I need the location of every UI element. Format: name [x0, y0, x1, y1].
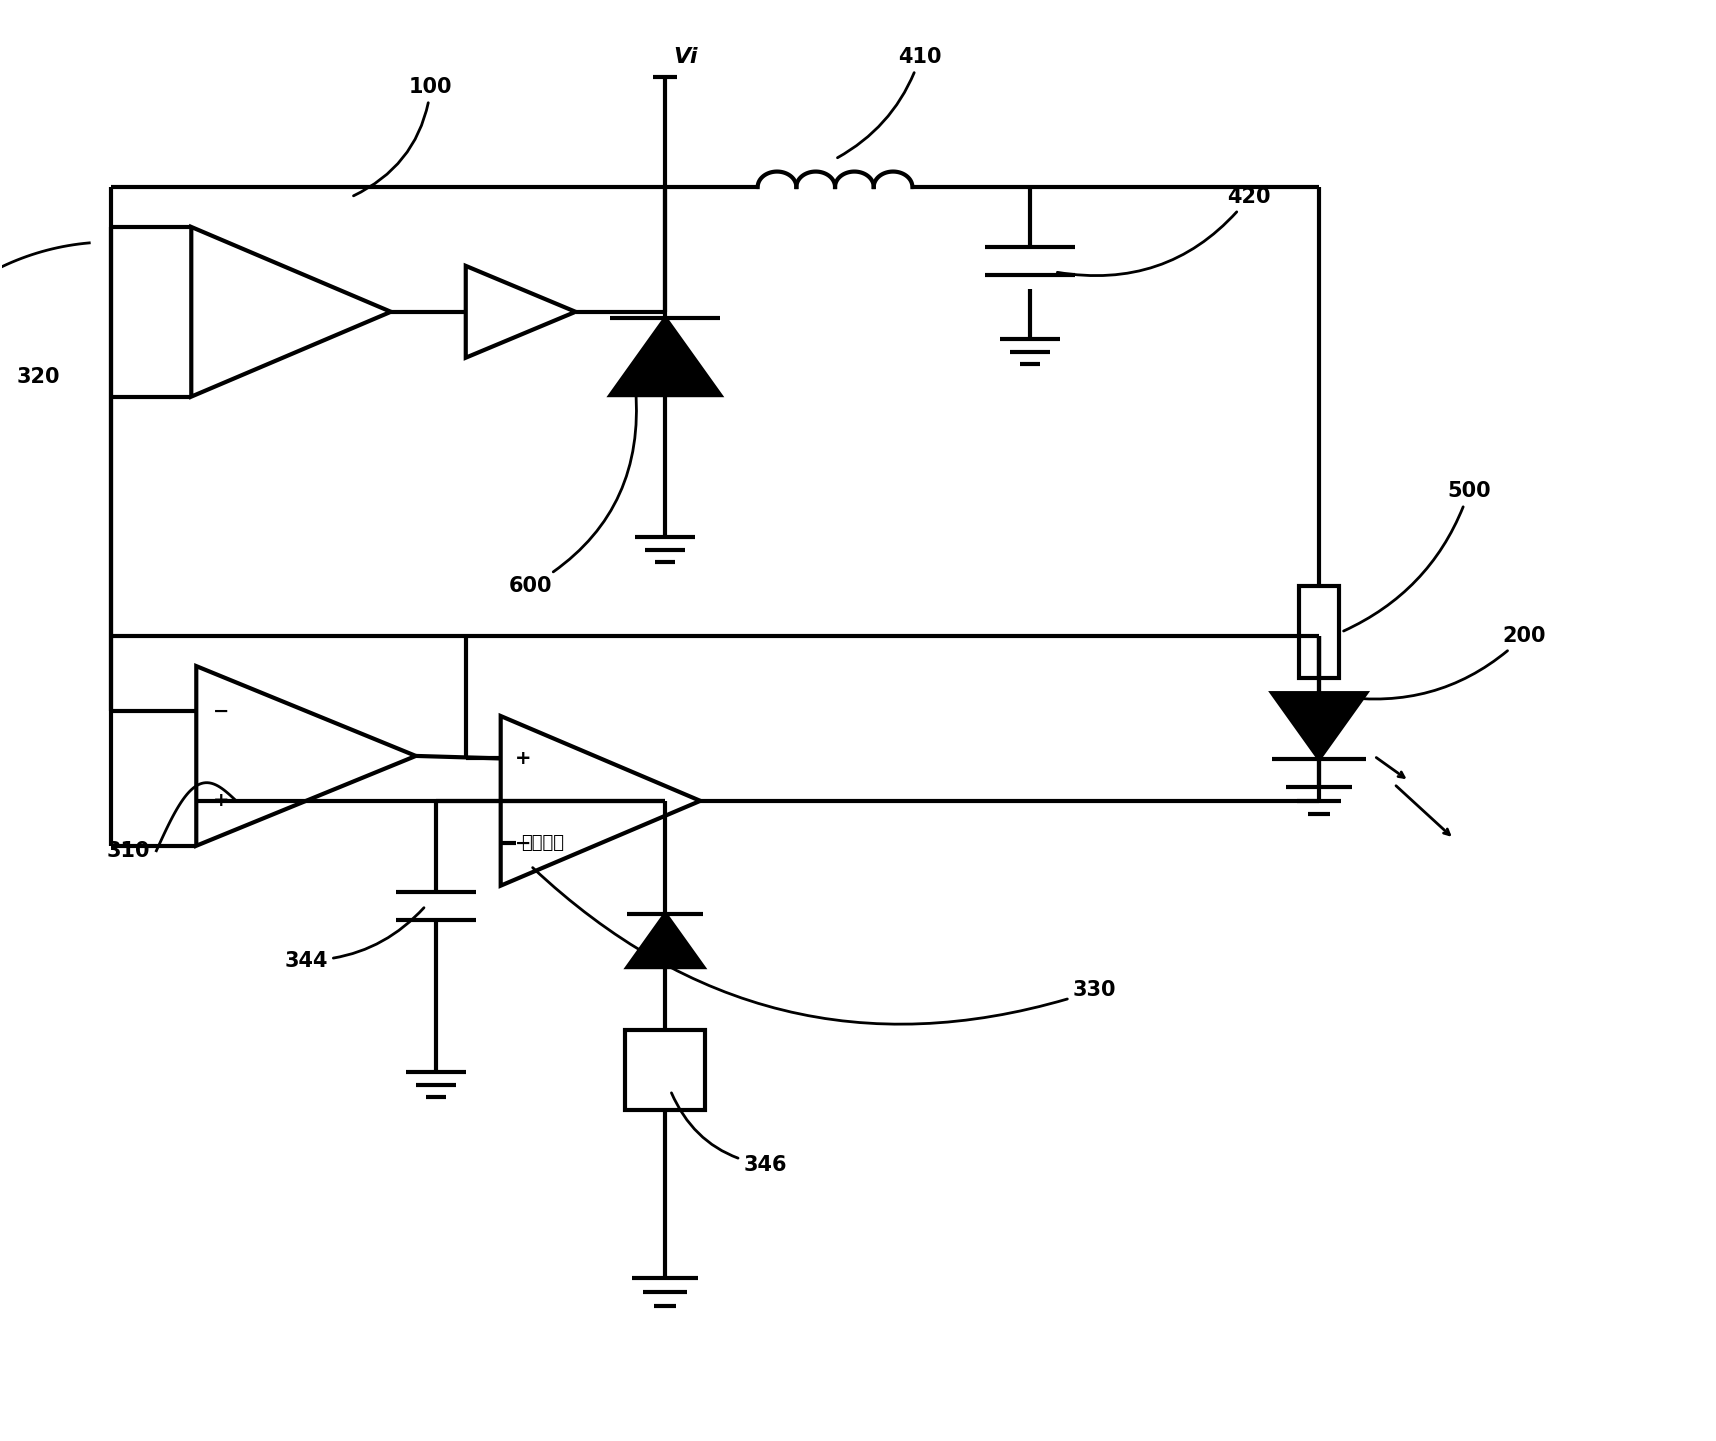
Text: −: −	[213, 702, 230, 720]
Text: 600: 600	[510, 389, 637, 597]
Text: 500: 500	[1344, 481, 1491, 631]
Text: 参考电压: 参考电压	[520, 834, 563, 852]
Text: 320: 320	[17, 366, 60, 386]
Text: +: +	[515, 749, 530, 768]
Polygon shape	[611, 318, 721, 395]
Polygon shape	[196, 666, 415, 846]
Polygon shape	[628, 914, 704, 967]
Polygon shape	[465, 267, 575, 357]
Bar	[625, 1030, 705, 1110]
Text: 100: 100	[353, 78, 453, 196]
Polygon shape	[501, 716, 700, 886]
Bar	[1299, 586, 1338, 679]
Text: −: −	[515, 834, 530, 853]
Text: 200: 200	[1340, 627, 1546, 699]
Text: +: +	[213, 791, 230, 810]
Text: Vi: Vi	[673, 48, 698, 68]
Polygon shape	[1272, 693, 1366, 759]
Text: 344: 344	[285, 908, 424, 971]
Text: 410: 410	[837, 48, 942, 157]
Polygon shape	[190, 226, 391, 396]
Text: 346: 346	[671, 1092, 788, 1176]
Text: 420: 420	[1057, 187, 1272, 275]
Text: 330: 330	[532, 867, 1117, 1025]
Text: 310: 310	[106, 840, 149, 860]
